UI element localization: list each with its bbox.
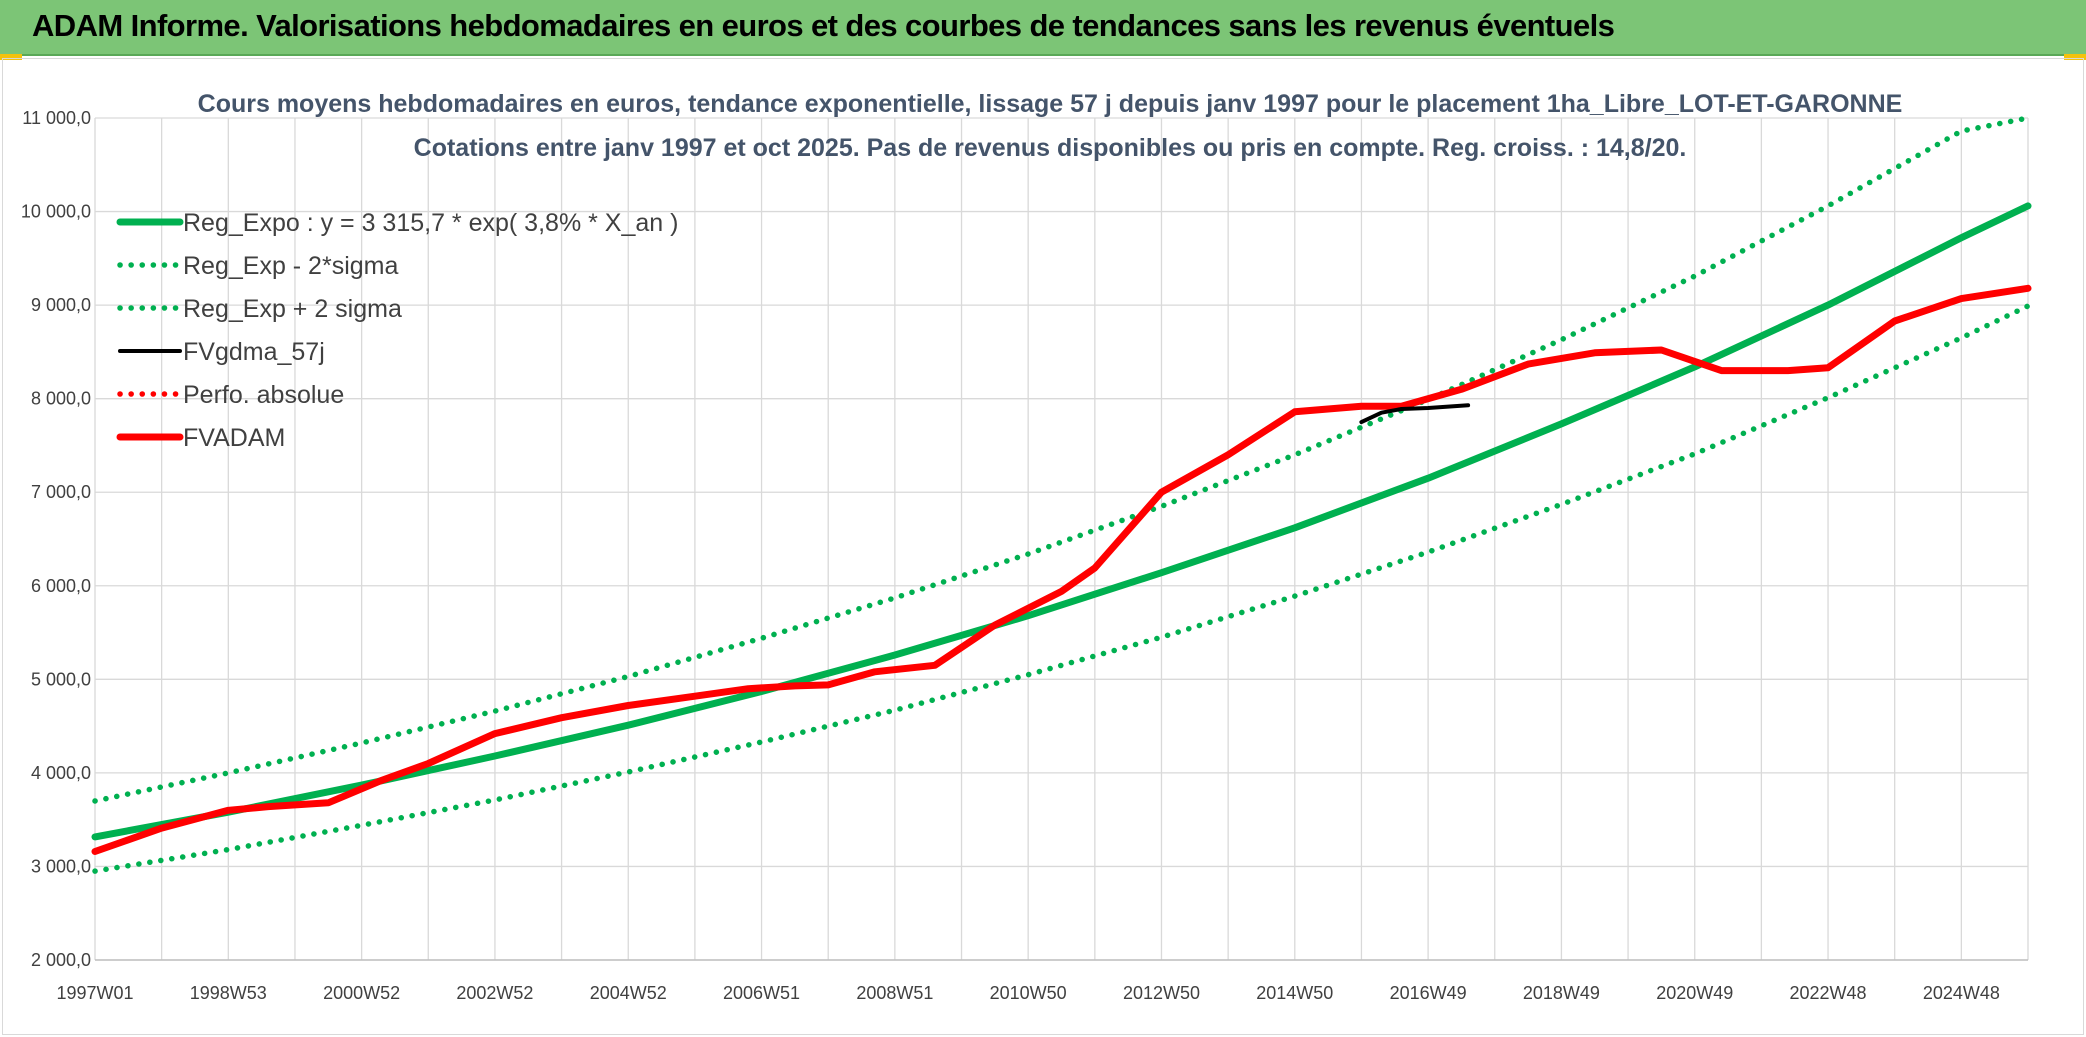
header-bar: ADAM Informe. Valorisations hebdomadaire… xyxy=(0,0,2086,56)
x-tick-label: 1997W01 xyxy=(56,983,133,1003)
legend-label: Perfo. absolue xyxy=(183,381,344,409)
x-tick-label: 2024W48 xyxy=(1923,983,2000,1003)
series-line-reg-exp-2-sigma xyxy=(92,115,2031,804)
series-lines xyxy=(91,115,2032,874)
grid xyxy=(94,117,2029,961)
x-tick-label: 2006W51 xyxy=(723,983,800,1003)
x-tick-label: 2008W51 xyxy=(856,983,933,1003)
x-tick-label: 2020W49 xyxy=(1656,983,1733,1003)
x-tick-label: 2012W50 xyxy=(1123,983,1200,1003)
x-tick-label: 2002W52 xyxy=(456,983,533,1003)
x-tick-label: 2016W49 xyxy=(1390,983,1467,1003)
legend-label: FVgdma_57j xyxy=(183,338,325,366)
y-tick-label: 11 000,0 xyxy=(22,108,91,128)
legend-label: Reg_Exp + 2 sigma xyxy=(183,295,402,323)
series-line-fvadam xyxy=(91,284,2032,855)
corner-mark-top-left xyxy=(0,54,22,60)
y-tick-label: 9 000,0 xyxy=(31,295,91,315)
x-tick-label: 2004W52 xyxy=(590,983,667,1003)
x-tick-label: 2000W52 xyxy=(323,983,400,1003)
y-tick-label: 10 000,0 xyxy=(21,202,91,222)
series-line-reg-expo-y-3-315-7-exp-3-8-x-an xyxy=(91,202,2032,841)
y-tick-label: 7 000,0 xyxy=(31,482,91,502)
page-title: ADAM Informe. Valorisations hebdomadaire… xyxy=(32,8,1615,43)
y-tick-label: 6 000,0 xyxy=(31,576,91,596)
x-tick-label: 2010W50 xyxy=(990,983,1067,1003)
legend-label: Reg_Expo : y = 3 315,7 * exp( 3,8% * X_a… xyxy=(183,209,678,237)
chart-title: Cours moyens hebdomadaires en euros, ten… xyxy=(198,90,1903,118)
y-tick-label: 2 000,0 xyxy=(31,950,91,970)
legend-label: Reg_Exp - 2*sigma xyxy=(183,252,398,280)
chart-frame xyxy=(2,58,2084,1035)
x-tick-label: 1998W53 xyxy=(190,983,267,1003)
legend-label: FVADAM xyxy=(183,424,285,452)
axes: 2 000,0 3 000,0 4 000,0 5 000,0 6 000,0 7 000… xyxy=(21,108,2028,1003)
series-line-reg-exp-2-sigma xyxy=(92,303,2031,874)
y-tick-label: 5 000,0 xyxy=(31,669,91,689)
x-tick-label: 2018W49 xyxy=(1523,983,1600,1003)
x-tick-label: 2014W50 xyxy=(1256,983,1333,1003)
y-tick-label: 8 000,0 xyxy=(31,389,91,409)
corner-mark-top-right xyxy=(2064,54,2086,60)
y-tick-label: 4 000,0 xyxy=(31,763,91,783)
chart-subtitle: Cotations entre janv 1997 et oct 2025. P… xyxy=(414,134,1687,162)
x-tick-label: 2022W48 xyxy=(1790,983,1867,1003)
series-line-fvgdma-57j xyxy=(1359,403,1471,425)
y-tick-label: 3 000,0 xyxy=(31,856,91,876)
legend: Reg_Expo : y = 3 315,7 * exp( 3,8% * X_a… xyxy=(116,209,678,452)
